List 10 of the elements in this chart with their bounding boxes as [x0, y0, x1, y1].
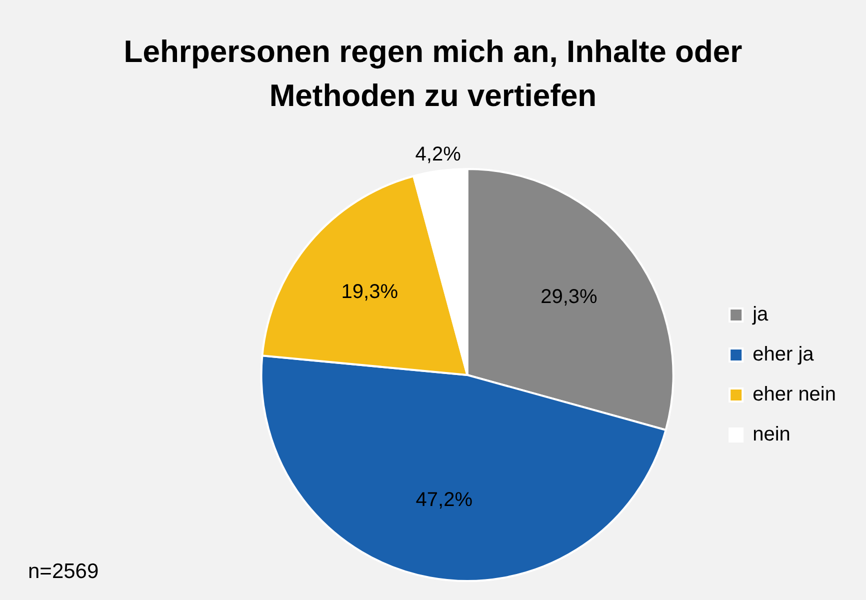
chart-title: Lehrpersonen regen mich an, Inhalte oder Methoden zu vertiefen	[122, 33, 744, 115]
legend-label: eher ja	[752, 344, 815, 366]
data-label: 47,2%	[416, 489, 473, 512]
data-label: 4,2%	[415, 143, 462, 166]
text: n=2569	[28, 560, 99, 584]
legend-label: ja	[752, 304, 770, 326]
data-label: 19,3%	[341, 281, 398, 304]
legend-label: eher nein	[752, 384, 836, 406]
legend-label: nein	[752, 424, 790, 446]
data-label: 29,3%	[540, 286, 598, 308]
